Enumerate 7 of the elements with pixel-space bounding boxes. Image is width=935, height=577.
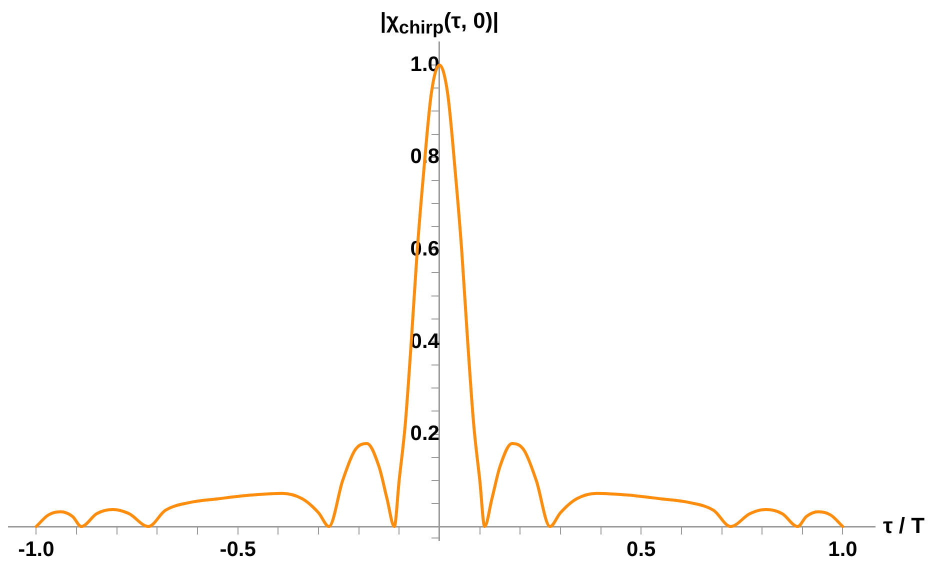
x-tick-label: 1.0 xyxy=(828,538,858,561)
y-tick-label: 0.2 xyxy=(410,422,440,446)
y-axis-title: |χ$_{chirp}$(τ, 0)| xyxy=(380,8,499,38)
x-tick-label: -0.5 xyxy=(220,538,256,561)
x-tick-label: -1.0 xyxy=(18,538,54,561)
x-tick-label: 0.5 xyxy=(626,538,656,561)
x-axis-title: τ / T xyxy=(883,512,925,539)
